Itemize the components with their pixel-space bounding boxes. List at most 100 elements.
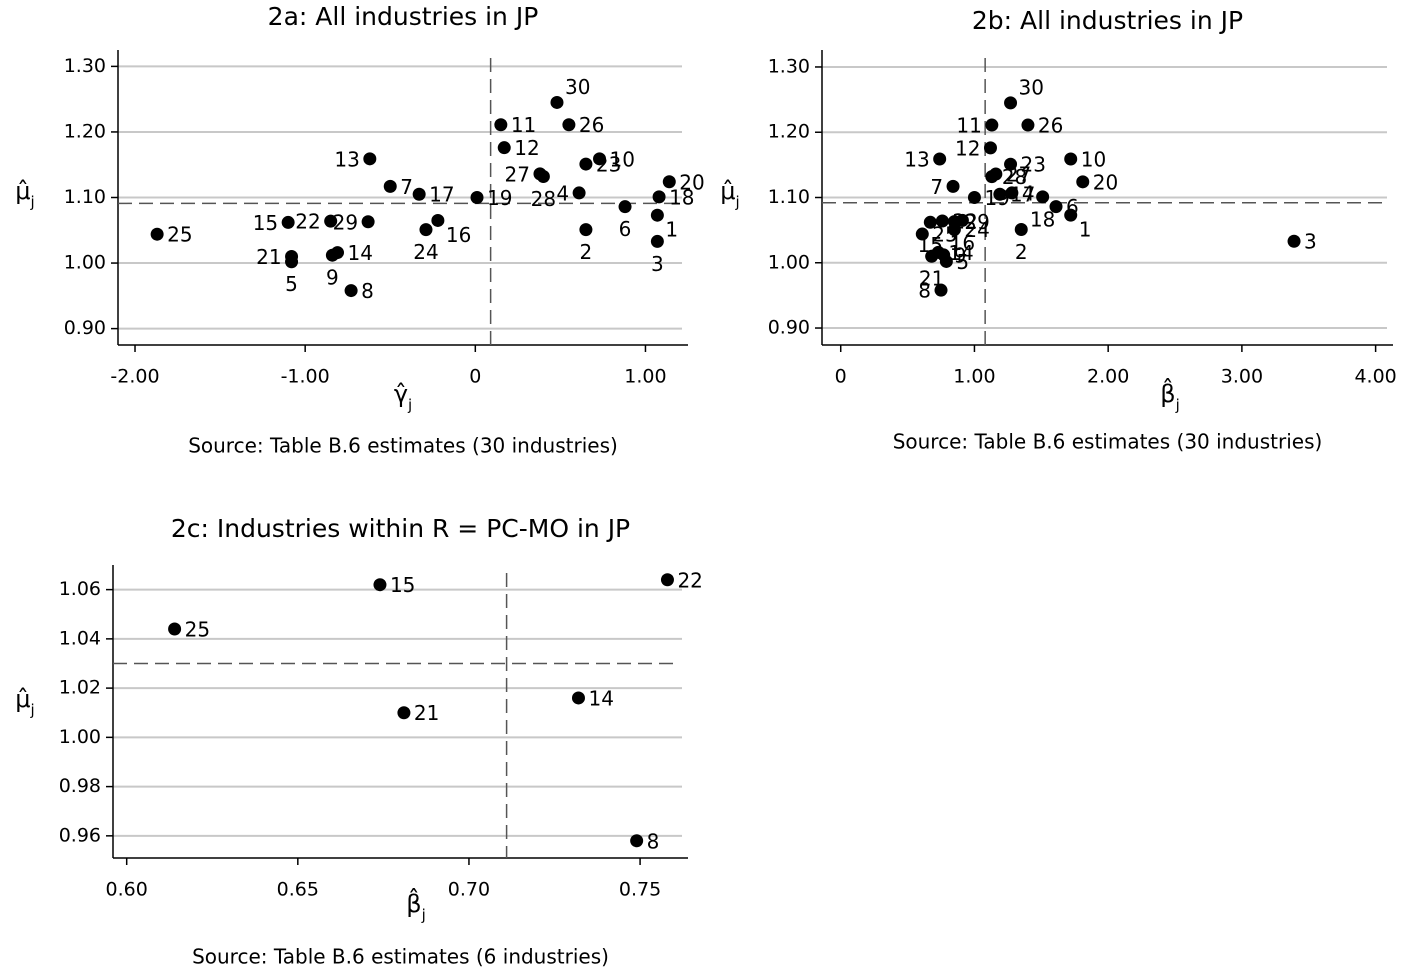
point bbox=[985, 118, 999, 132]
point-label: 29 bbox=[333, 210, 358, 234]
point bbox=[662, 175, 676, 189]
point-label: 11 bbox=[511, 113, 536, 137]
point-label: 4 bbox=[1022, 181, 1035, 205]
chart-title: 2b: All industries in JP bbox=[972, 6, 1243, 35]
point bbox=[934, 283, 948, 297]
chart-title: 2c: Industries within R = PC-MO in JP bbox=[171, 514, 630, 543]
x-axis-label: γ̂j bbox=[394, 380, 412, 414]
y-tick-label: 1.10 bbox=[768, 186, 810, 208]
x-tick-label: 0 bbox=[469, 366, 481, 388]
point-label: 27 bbox=[1006, 163, 1031, 187]
point bbox=[536, 170, 550, 184]
point-label: 30 bbox=[565, 75, 590, 99]
y-tick-label: 1.00 bbox=[768, 251, 810, 273]
point-label: 1 bbox=[665, 218, 678, 242]
point bbox=[1014, 222, 1028, 236]
y-axis-symbol: μ̂ bbox=[15, 177, 30, 205]
point-label: 3 bbox=[651, 252, 664, 276]
point-label: 15 bbox=[253, 211, 278, 235]
point bbox=[579, 223, 593, 237]
x-tick-label: 4.00 bbox=[1354, 366, 1396, 388]
point bbox=[383, 179, 397, 193]
y-axis-subscript: j bbox=[735, 193, 740, 211]
source-note: Source: Table B.6 estimates (30 industri… bbox=[893, 430, 1323, 454]
point-label: 23 bbox=[596, 153, 621, 177]
point-label: 6 bbox=[619, 217, 632, 241]
point-label: 2 bbox=[580, 240, 593, 264]
x-tick-label: 1.00 bbox=[624, 366, 666, 388]
point bbox=[150, 227, 164, 241]
point-label: 3 bbox=[1304, 230, 1317, 254]
point-label: 8 bbox=[647, 829, 660, 853]
point bbox=[1036, 190, 1050, 204]
point bbox=[330, 246, 344, 260]
x-axis-label: β̂j bbox=[406, 888, 426, 924]
point-label: 20 bbox=[679, 170, 704, 194]
point bbox=[1287, 234, 1301, 248]
point-label: 10 bbox=[1081, 147, 1106, 171]
x-tick-label: -1.00 bbox=[281, 366, 330, 388]
x-axis-label: β̂j bbox=[1160, 378, 1180, 414]
point bbox=[630, 834, 644, 848]
y-axis-subscript: j bbox=[30, 701, 35, 719]
point-label: 21 bbox=[256, 245, 281, 269]
y-tick-label: 1.02 bbox=[59, 677, 101, 699]
y-tick-label: 1.04 bbox=[59, 627, 101, 649]
y-axis-symbol: μ̂ bbox=[720, 177, 735, 205]
source-note: Source: Table B.6 estimates (30 industri… bbox=[188, 434, 618, 458]
point bbox=[967, 191, 981, 204]
point-label: 24 bbox=[413, 240, 438, 264]
point-label: 16 bbox=[446, 223, 471, 247]
point-label: 6 bbox=[1066, 195, 1079, 219]
point bbox=[993, 187, 1007, 201]
point bbox=[1004, 157, 1018, 171]
point-label: 20 bbox=[1093, 170, 1118, 194]
point bbox=[168, 622, 182, 636]
point bbox=[285, 250, 299, 263]
point-label: 19 bbox=[984, 186, 1009, 210]
x-axis-symbol: β̂ bbox=[406, 888, 421, 918]
chart-title: 2a: All industries in JP bbox=[268, 2, 539, 31]
point bbox=[915, 227, 929, 241]
point bbox=[935, 214, 949, 228]
point-label: 22 bbox=[677, 568, 702, 592]
point-label: 30 bbox=[1019, 75, 1044, 99]
x-tick-label: 0.70 bbox=[448, 879, 490, 901]
point bbox=[572, 186, 586, 200]
point bbox=[470, 191, 484, 204]
point-label: 14 bbox=[588, 686, 613, 710]
point bbox=[579, 157, 593, 171]
point bbox=[1049, 200, 1063, 214]
point-label: 9 bbox=[326, 266, 339, 290]
point-label: 14 bbox=[347, 241, 372, 265]
y-tick-label: 1.30 bbox=[64, 55, 106, 77]
point-label: 25 bbox=[167, 223, 192, 247]
point bbox=[397, 706, 411, 720]
point bbox=[494, 118, 508, 132]
source-note: Source: Table B.6 estimates (6 industrie… bbox=[192, 945, 609, 969]
y-tick-label: 1.20 bbox=[64, 120, 106, 142]
point bbox=[412, 187, 426, 201]
point bbox=[947, 215, 961, 229]
point-label: 1 bbox=[1079, 218, 1092, 242]
x-tick-label: 1.00 bbox=[953, 366, 995, 388]
point bbox=[925, 249, 939, 263]
point-label: 26 bbox=[1038, 114, 1063, 138]
y-tick-label: 1.10 bbox=[64, 186, 106, 208]
y-tick-label: 1.20 bbox=[768, 121, 810, 143]
y-tick-label: 0.98 bbox=[59, 775, 101, 797]
y-tick-label: 0.96 bbox=[59, 824, 101, 846]
point-label: 2 bbox=[1015, 240, 1028, 264]
point bbox=[373, 578, 387, 592]
point bbox=[281, 215, 295, 229]
point-label: 14 bbox=[948, 241, 973, 265]
point bbox=[933, 152, 947, 166]
point-label: 11 bbox=[956, 114, 981, 138]
point-label: 17 bbox=[429, 183, 454, 207]
y-tick-label: 1.06 bbox=[59, 578, 101, 600]
point bbox=[571, 691, 585, 705]
point-label: 28 bbox=[1002, 165, 1027, 189]
point-label: 18 bbox=[669, 185, 694, 209]
point-label: 21 bbox=[414, 701, 439, 725]
